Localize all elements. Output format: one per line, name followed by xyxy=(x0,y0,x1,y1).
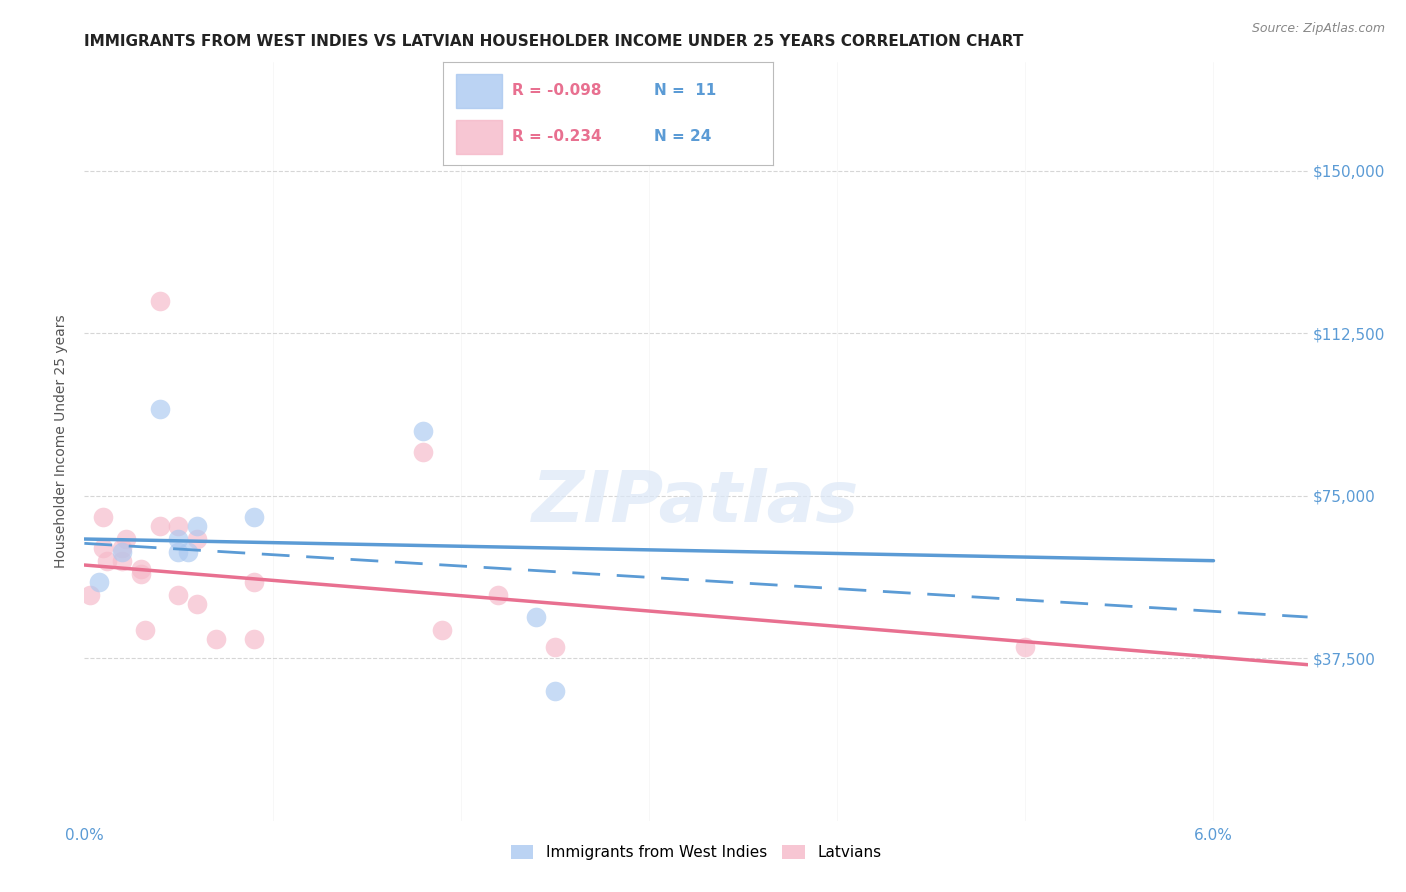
Point xyxy=(134,623,156,637)
Text: IMMIGRANTS FROM WEST INDIES VS LATVIAN HOUSEHOLDER INCOME UNDER 25 YEARS CORRELA: IMMIGRANTS FROM WEST INDIES VS LATVIAN H… xyxy=(84,34,1024,49)
Point xyxy=(111,554,134,568)
Point xyxy=(412,424,434,438)
Point xyxy=(186,532,208,546)
Point xyxy=(544,640,567,655)
Point xyxy=(111,541,134,555)
Text: ZIPatlas: ZIPatlas xyxy=(533,467,859,537)
Point xyxy=(177,545,200,559)
Point xyxy=(79,588,101,602)
Point xyxy=(186,519,208,533)
Point xyxy=(486,588,509,602)
Point xyxy=(412,445,434,459)
Legend: Immigrants from West Indies, Latvians: Immigrants from West Indies, Latvians xyxy=(505,838,887,866)
Point xyxy=(111,545,134,559)
Text: R = -0.234: R = -0.234 xyxy=(512,129,602,145)
Text: Source: ZipAtlas.com: Source: ZipAtlas.com xyxy=(1251,22,1385,36)
Point xyxy=(89,575,111,590)
Point xyxy=(114,532,136,546)
Point xyxy=(167,519,190,533)
Y-axis label: Householder Income Under 25 years: Householder Income Under 25 years xyxy=(55,315,69,568)
Text: N = 24: N = 24 xyxy=(654,129,711,145)
Point xyxy=(91,510,114,524)
Point xyxy=(129,566,152,581)
Point xyxy=(149,293,172,308)
Point xyxy=(149,519,172,533)
Point xyxy=(186,597,208,611)
Text: R = -0.098: R = -0.098 xyxy=(512,83,602,98)
Bar xyxy=(456,74,502,108)
Point xyxy=(242,575,264,590)
Point xyxy=(129,562,152,576)
Text: N =  11: N = 11 xyxy=(654,83,717,98)
Bar xyxy=(456,120,502,153)
Point xyxy=(96,554,118,568)
Point xyxy=(205,632,228,646)
Point xyxy=(242,632,264,646)
Point xyxy=(167,532,190,546)
Point xyxy=(1014,640,1036,655)
Point xyxy=(91,541,114,555)
Point xyxy=(167,588,190,602)
Point xyxy=(544,683,567,698)
Point xyxy=(430,623,453,637)
Point xyxy=(242,510,264,524)
Point xyxy=(524,610,547,624)
Point xyxy=(167,545,190,559)
Point xyxy=(149,402,172,417)
